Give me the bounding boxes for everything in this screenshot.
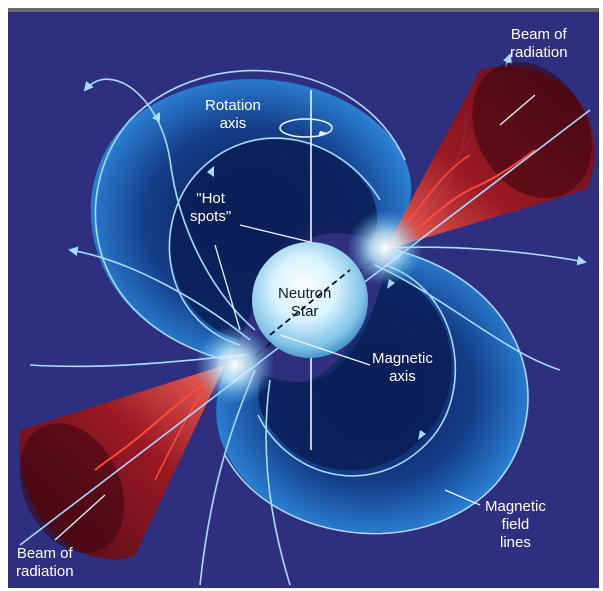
beam-lower-streak-1 <box>94 379 211 471</box>
beam-upper <box>385 61 595 250</box>
label-rotation-axis: Rotation axis <box>205 97 261 133</box>
label-hot-spots: "Hot spots" <box>190 190 231 226</box>
label-magnetic-axis-line1: Magnetic <box>372 350 433 367</box>
label-beam-top-line1: Beam of <box>510 26 567 43</box>
label-magnetic-field-lines: Magnetic field lines <box>485 498 546 552</box>
label-magnetic-axis: Magnetic axis <box>372 350 433 386</box>
field-lobe-upper-inner <box>169 139 377 340</box>
pointer-beam-bottom <box>54 494 106 541</box>
beam-upper-mouth <box>472 61 592 199</box>
rotation-arrow-ellipse <box>279 118 333 138</box>
field-arrow-3 <box>207 166 214 177</box>
field-line-4 <box>257 264 457 477</box>
beam-upper-streak-2 <box>404 154 471 226</box>
label-neutron-star-line1: Neutron <box>278 285 332 302</box>
neutron-star-sphere <box>252 242 368 358</box>
label-beam-bottom-line2: radiation <box>16 563 74 580</box>
field-line-12 <box>265 379 291 586</box>
label-field-lines-line3: lines <box>500 534 531 551</box>
label-beam-bottom-line1: Beam of <box>16 545 73 562</box>
field-lobes <box>90 79 528 533</box>
pointer-field-lines <box>444 489 481 506</box>
beam-upper-streak-1 <box>409 149 536 236</box>
label-beam-top-line2: radiation <box>510 44 568 61</box>
pointer-hot-spots-2 <box>214 244 241 331</box>
pointer-magnetic-axis <box>279 334 371 366</box>
beam-lower <box>19 365 225 560</box>
hot-spot-glow-lower <box>195 325 275 405</box>
label-field-lines-line1: Magnetic <box>485 498 546 515</box>
field-arrow-2 <box>418 430 426 440</box>
pointer-hot-spots <box>239 224 311 243</box>
label-neutron-star-line2: Star <box>290 303 319 320</box>
field-line-2 <box>168 137 381 346</box>
label-field-lines-line2: field <box>501 516 530 533</box>
field-arrow-1 <box>152 112 160 122</box>
label-magnetic-axis-line2: axis <box>389 368 416 385</box>
label-beam-of-radiation-bottom: Beam of radiation <box>16 545 74 581</box>
beam-lower-streak-2 <box>154 394 201 481</box>
beam-lower-mouth <box>19 423 125 553</box>
field-line-5 <box>83 78 256 331</box>
field-line-1 <box>94 69 406 361</box>
hot-spot-glow-upper <box>347 210 423 286</box>
top-border <box>8 8 599 12</box>
label-hot-spots-line1: "Hot <box>196 190 225 207</box>
field-lobe-lower-inner <box>258 270 452 471</box>
magnetic-axis-through-star <box>269 269 351 336</box>
label-pointers <box>54 94 536 541</box>
label-rotation-axis-line1: Rotation <box>205 97 261 114</box>
pointer-beam-top <box>499 94 536 126</box>
rotation-arrow-head <box>318 131 328 137</box>
field-line-3 <box>224 249 529 535</box>
label-neutron-star: Neutron Star <box>278 285 331 321</box>
label-rotation-axis-line2: axis <box>219 115 247 132</box>
label-beam-of-radiation-top: Beam of radiation <box>510 26 568 62</box>
label-hot-spots-line2: spots" <box>190 208 232 225</box>
